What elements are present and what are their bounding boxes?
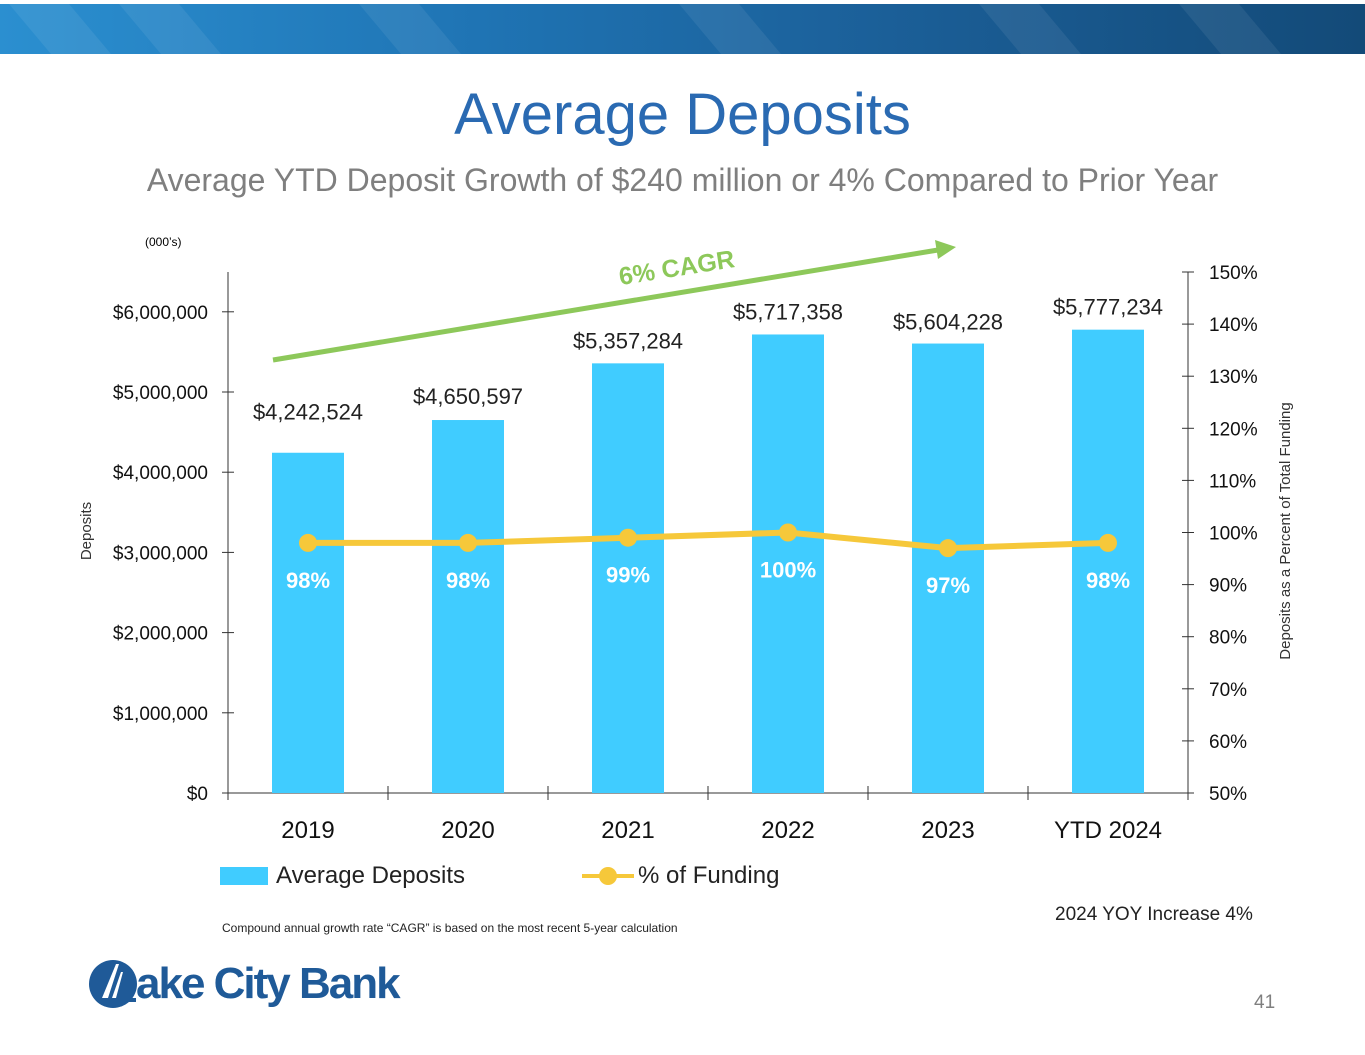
cagr-footnote: Compound annual growth rate “CAGR” is ba… [222,921,678,935]
funding-point [779,523,797,542]
funding-value-label: 97% [926,573,970,598]
right-axis-tick-label: 60% [1209,732,1247,753]
bar-2023 [912,343,984,793]
right-axis-title: Deposits as a Percent of Total Funding [1277,402,1294,659]
bar-2020 [432,420,504,793]
legend-line-swatch [582,867,634,885]
bar-value-label: $4,242,524 [253,400,363,425]
units-note: (000’s) [145,235,182,249]
right-axis-tick-label: 70% [1209,680,1247,701]
right-axis-tick-label: 90% [1209,576,1247,597]
legend-bar-swatch [220,867,268,885]
right-axis-tick-label: 140% [1209,315,1258,336]
funding-point [1099,533,1117,552]
right-axis-tick-label: 110% [1209,471,1256,492]
cagr-arrow-head-icon [935,240,956,259]
bar-value-label: $5,777,234 [1053,295,1163,320]
bar-value-label: $5,604,228 [893,310,1003,335]
left-axis-title: Deposits [78,502,95,560]
bar-value-label: $5,357,284 [573,328,683,353]
x-axis-tick-label: 2021 [601,817,654,844]
x-axis-tick-label: 2020 [441,817,494,844]
bar-2021 [592,363,664,793]
funding-value-label: 98% [446,568,490,593]
deposits-chart: $0 $1,000,000 $2,000,000 $3,000,000 $4,000,0… [78,240,1294,844]
logo-text: ake City Bank [136,959,401,1008]
page-subtitle: Average YTD Deposit Growth of $240 milli… [146,162,1219,198]
bar-value-label: $4,650,597 [413,384,523,409]
page-title: Average Deposits [454,82,911,147]
bar-2019 [272,452,344,793]
logo-mark-icon [89,960,137,1008]
funding-point [619,528,637,547]
bar-2022 [752,334,824,793]
left-axis-tick-label: $0 [187,784,208,805]
right-axis-tick-label: 150% [1209,263,1258,284]
right-axis-tick-label: 50% [1209,784,1247,805]
lake-city-bank-logo: ake City Bank [88,952,401,1016]
legend-funding: % of Funding [582,862,779,890]
left-axis-tick-label: $1,000,000 [113,704,208,725]
legend-average-deposits: Average Deposits [220,862,465,890]
x-axis-tick-label: YTD 2024 [1054,817,1162,844]
funding-value-label: 100% [760,558,816,583]
yoy-note: 2024 YOY Increase 4% [1055,904,1253,925]
x-axis-tick-label: 2019 [281,817,334,844]
left-axis-tick-label: $5,000,000 [113,383,208,404]
right-axis-tick-label: 120% [1209,419,1258,440]
bar-value-label: $5,717,358 [733,299,843,324]
left-axis-tick-label: $3,000,000 [113,543,208,564]
left-axis-tick-label: $2,000,000 [113,624,208,645]
funding-value-label: 99% [606,563,650,588]
right-axis-tick-label: 130% [1209,367,1258,388]
funding-point [459,533,477,552]
x-axis-tick-label: 2022 [761,817,814,844]
left-axis-tick-label: $4,000,000 [113,463,208,484]
page-number: 41 [1254,992,1276,1013]
x-axis-tick-label: 2023 [921,817,974,844]
bar-ytd-2024 [1072,329,1144,793]
funding-point [939,539,957,558]
left-axis-tick-label: $6,000,000 [113,303,208,324]
legend-line-label: % of Funding [638,862,780,889]
funding-point [299,533,317,552]
legend-bars-label: Average Deposits [276,862,465,889]
right-axis-tick-label: 80% [1209,628,1247,649]
right-axis-tick-label: 100% [1209,524,1258,545]
funding-value-label: 98% [1086,568,1130,593]
funding-value-label: 98% [286,568,330,593]
header-banner [0,4,1365,54]
cagr-arrow-line [272,247,939,363]
funding-line [308,529,1109,552]
